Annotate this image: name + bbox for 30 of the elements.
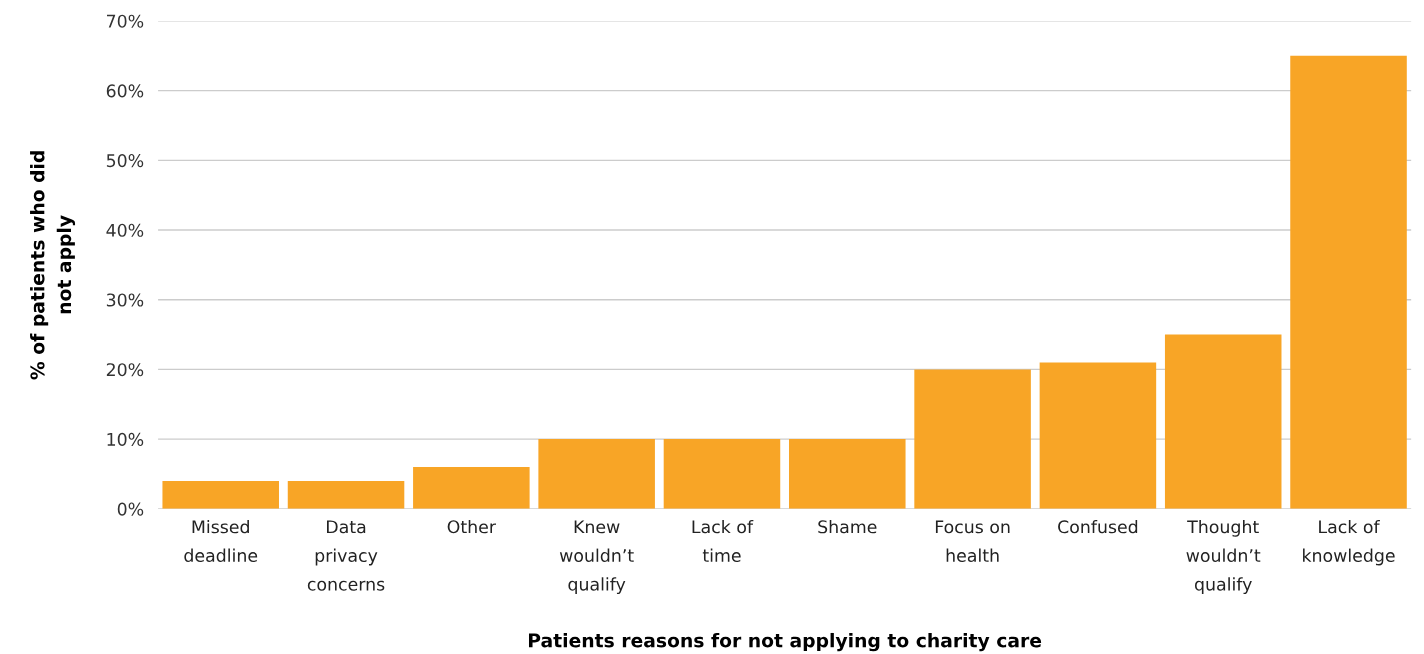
- bar: [1290, 55, 1407, 509]
- y-tick-label: 60%: [106, 84, 144, 98]
- x-tick-label: Data privacy concerns: [307, 520, 385, 591]
- x-tick-label: Knew wouldn’t qualify: [559, 520, 634, 595]
- bar: [538, 439, 655, 509]
- x-tick-label: Shame: [818, 519, 877, 534]
- bar: [663, 439, 781, 509]
- x-tick-label: Lack of knowledge: [1303, 519, 1395, 566]
- bar: [914, 369, 1031, 509]
- bar: [1164, 334, 1282, 509]
- y-tick-label: 50%: [106, 154, 144, 168]
- bar: [789, 439, 906, 509]
- x-axis-title: Patients reasons for not applying to charity care: [528, 632, 1042, 652]
- bar: [162, 480, 279, 509]
- x-tick-label: Lack of time: [692, 519, 754, 563]
- y-tick-label: 30%: [106, 293, 144, 307]
- y-tick-label: 70%: [107, 14, 144, 28]
- x-tick-label: Confused: [1058, 519, 1138, 534]
- y-tick-label: 20%: [106, 363, 144, 377]
- y-axis-title: % of patients who did not apply: [30, 151, 76, 380]
- bar: [287, 480, 405, 509]
- x-tick-label: Focus on health: [935, 520, 1010, 563]
- x-tick-label: Thought wouldn’t qualify: [1186, 519, 1261, 595]
- x-tick-label: Other: [447, 519, 496, 534]
- y-tick-label: 0%: [117, 502, 144, 516]
- y-tick-label: 10%: [107, 432, 144, 446]
- bar: [413, 466, 530, 509]
- bar: [1039, 362, 1157, 509]
- x-tick-label: Missed deadline: [184, 519, 258, 563]
- y-tick-label: 40%: [106, 223, 144, 237]
